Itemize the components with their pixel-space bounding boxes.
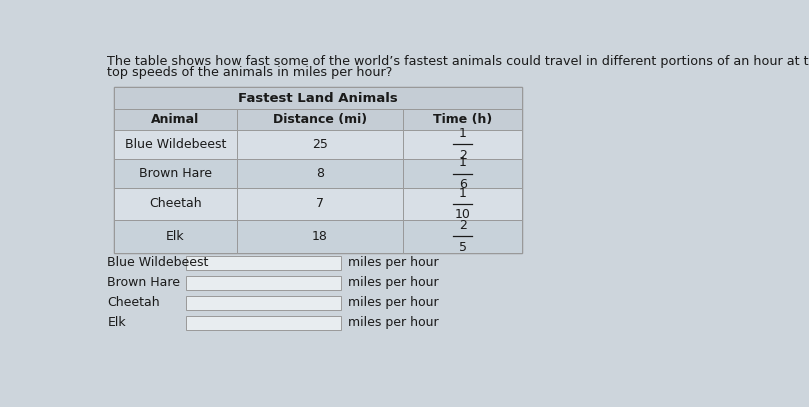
Text: miles per hour: miles per hour bbox=[348, 296, 438, 309]
Text: Cheetah: Cheetah bbox=[149, 197, 201, 210]
Bar bbox=[237, 159, 404, 188]
Bar bbox=[186, 256, 341, 270]
Text: miles per hour: miles per hour bbox=[348, 276, 438, 289]
Bar bbox=[404, 130, 522, 159]
Text: 18: 18 bbox=[312, 230, 328, 243]
Bar bbox=[114, 109, 237, 130]
Text: 1: 1 bbox=[459, 187, 467, 200]
Text: Elk: Elk bbox=[166, 230, 184, 243]
Bar bbox=[186, 276, 341, 290]
Bar bbox=[404, 220, 522, 253]
Text: Elk: Elk bbox=[108, 317, 126, 329]
Text: 2: 2 bbox=[459, 219, 467, 232]
Text: 7: 7 bbox=[316, 197, 324, 210]
Bar bbox=[237, 130, 404, 159]
Text: 25: 25 bbox=[312, 138, 328, 151]
Bar bbox=[114, 220, 237, 253]
Bar bbox=[237, 220, 404, 253]
Text: Blue Wildebeest: Blue Wildebeest bbox=[108, 256, 209, 269]
Bar bbox=[114, 88, 522, 109]
Text: The table shows how fast some of the world’s fastest animals could travel in dif: The table shows how fast some of the wor… bbox=[108, 55, 809, 68]
Text: miles per hour: miles per hour bbox=[348, 317, 438, 329]
Bar bbox=[237, 109, 404, 130]
Bar bbox=[237, 188, 404, 220]
Text: 2: 2 bbox=[459, 149, 467, 162]
Bar bbox=[186, 316, 341, 330]
Text: miles per hour: miles per hour bbox=[348, 256, 438, 269]
Text: Blue Wildebeest: Blue Wildebeest bbox=[125, 138, 227, 151]
Text: Animal: Animal bbox=[151, 113, 200, 126]
Text: Brown Hare: Brown Hare bbox=[108, 276, 180, 289]
Text: Cheetah: Cheetah bbox=[108, 296, 160, 309]
Text: 5: 5 bbox=[459, 241, 467, 254]
Bar bbox=[404, 109, 522, 130]
Bar bbox=[404, 188, 522, 220]
Text: 6: 6 bbox=[459, 178, 467, 191]
Bar bbox=[404, 159, 522, 188]
Text: 1: 1 bbox=[459, 127, 467, 140]
Text: 10: 10 bbox=[455, 208, 471, 221]
Text: Fastest Land Animals: Fastest Land Animals bbox=[238, 92, 398, 105]
Text: top speeds of the animals in miles per hour?: top speeds of the animals in miles per h… bbox=[108, 66, 392, 79]
Bar bbox=[114, 130, 237, 159]
Bar bbox=[114, 159, 237, 188]
Text: Distance (mi): Distance (mi) bbox=[273, 113, 367, 126]
Text: Brown Hare: Brown Hare bbox=[139, 167, 212, 180]
Text: 8: 8 bbox=[316, 167, 324, 180]
Bar bbox=[186, 296, 341, 310]
Bar bbox=[114, 88, 522, 253]
Text: Time (h): Time (h) bbox=[433, 113, 493, 126]
Text: 1: 1 bbox=[459, 156, 467, 169]
Bar bbox=[114, 188, 237, 220]
